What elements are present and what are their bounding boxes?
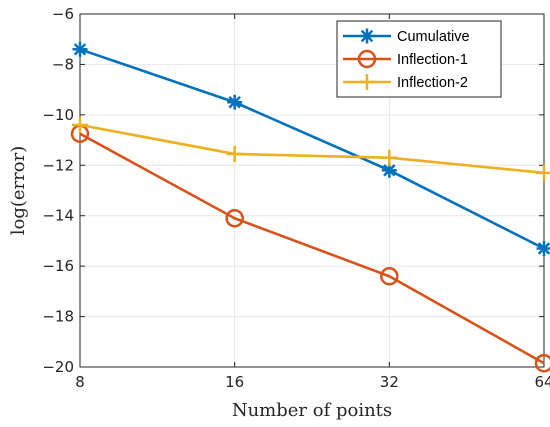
marker-stroke [73, 43, 87, 56]
x-tick-label: 8 [75, 373, 85, 391]
legend-entry: Inflection-2 [343, 74, 468, 91]
x-tick-label: 32 [380, 373, 399, 391]
axes: 8 16 32 64 −6 −8 −10 −12 −14 −16 −18 −20 Number of p… [8, 5, 550, 421]
data-point [225, 208, 244, 228]
data-point [72, 41, 88, 57]
data-point [226, 145, 243, 162]
legend-label: Inflection-1 [397, 52, 468, 68]
data-point [72, 116, 88, 133]
y-tick-label: −16 [42, 257, 74, 275]
legend: Cumulative Inflection-1 Inflection-2 [336, 20, 502, 98]
legend-entry: Cumulative [343, 28, 470, 45]
data-point [380, 266, 399, 286]
legend-label: Cumulative [397, 29, 470, 45]
marker-stroke [360, 29, 374, 43]
legend-label: Inflection-2 [397, 75, 468, 91]
y-tick-label: −14 [42, 207, 74, 225]
series-line [79, 123, 545, 175]
series-layer [70, 41, 550, 373]
marker-stroke [537, 242, 550, 255]
series-line [79, 132, 545, 365]
x-axis-label: Number of points [232, 400, 392, 421]
x-tick-label: 16 [225, 373, 244, 391]
data-point [536, 164, 550, 181]
data-point [381, 162, 397, 178]
series-line [79, 48, 545, 250]
legend-entry: Inflection-1 [343, 49, 468, 69]
y-tick-label: −20 [42, 358, 74, 376]
data-point [534, 353, 550, 373]
data-point [381, 149, 398, 166]
y-tick-label: −8 [52, 55, 74, 73]
series-inflection-2 [72, 116, 550, 181]
data-point [359, 74, 375, 90]
series-cumulative [72, 41, 550, 256]
y-tick-label: −12 [42, 156, 74, 174]
data-point [536, 240, 550, 256]
marker-stroke [383, 164, 396, 177]
data-point [227, 94, 243, 110]
marker-stroke [228, 96, 241, 109]
y-axis-label: log(error) [8, 146, 29, 235]
x-tick-label: 64 [534, 373, 550, 391]
series-inflection-1 [70, 124, 550, 373]
y-tick-label: −10 [42, 106, 74, 124]
y-tick-label: −18 [42, 308, 74, 326]
data-point [357, 49, 377, 69]
data-point [359, 28, 375, 44]
y-tick-label: −6 [52, 5, 74, 23]
plot-box [79, 13, 545, 368]
